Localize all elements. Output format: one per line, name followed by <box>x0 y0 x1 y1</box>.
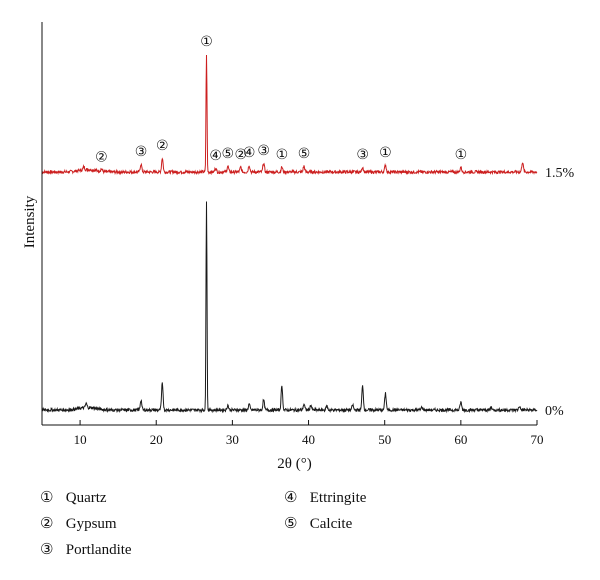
peak-label: ⑤ <box>298 146 311 162</box>
peak-label: ② <box>95 150 108 166</box>
x-tick-label: 10 <box>74 432 87 447</box>
legend-symbol: ⑤ <box>284 514 298 532</box>
legend-item-gypsum: ② Gypsum <box>40 514 117 533</box>
peak-label: ① <box>379 145 392 161</box>
peak-label: ① <box>276 147 289 163</box>
legend: ① Quartz ② Gypsum ③ Portlandite ④ Ettrin… <box>40 488 600 578</box>
legend-symbol: ① <box>40 488 54 506</box>
legend-symbol: ③ <box>40 540 54 558</box>
x-tick-label: 50 <box>378 432 391 447</box>
series-name-label: 1.5% <box>545 166 575 181</box>
legend-item-quartz: ① Quartz <box>40 488 107 507</box>
legend-label: Ettringite <box>309 490 367 506</box>
x-axis-label: 2θ (°) <box>277 456 311 472</box>
x-tick-label: 70 <box>531 432 544 447</box>
peak-label: ① <box>200 34 213 50</box>
peak-label: ③ <box>257 143 270 159</box>
legend-item-ettringite: ④ Ettringite <box>284 488 366 507</box>
peak-label: ③ <box>135 144 148 160</box>
plot-area: 1.5%② ③ ②①④ ⑤ ②④ ③ ① ⑤ ③ ① ①0% <box>41 34 575 419</box>
series-line-red <box>41 54 538 176</box>
peak-label: ④ <box>209 148 222 164</box>
legend-item-calcite: ⑤ Calcite <box>284 514 352 533</box>
x-tick-label: 20 <box>150 432 163 447</box>
legend-label: Quartz <box>65 490 107 506</box>
x-tick-label: 60 <box>454 432 467 447</box>
peak-label: ② <box>234 147 247 163</box>
xrd-chart: 1.5%② ③ ②①④ ⑤ ②④ ③ ① ⑤ ③ ① ①0% 10 20 30 40 50 60 70 Inte… <box>22 22 575 472</box>
legend-item-portlandite: ③ Portlandite <box>40 540 132 559</box>
y-axis-label: Intensity <box>22 195 38 248</box>
peak-label: ① <box>455 147 468 163</box>
x-tick-label: 30 <box>226 432 239 447</box>
x-ticks: 10 20 30 40 50 60 70 <box>74 420 544 447</box>
peak-label: ③ <box>356 147 369 163</box>
peak-label: ② <box>156 138 169 154</box>
peak-label: ④ <box>243 145 256 161</box>
legend-symbol: ④ <box>284 488 298 506</box>
series-line-black <box>41 201 538 414</box>
legend-symbol: ② <box>40 514 54 532</box>
x-tick-label: 40 <box>302 432 315 447</box>
legend-label: Portlandite <box>65 542 132 558</box>
legend-label: Calcite <box>309 516 353 532</box>
peak-label: ⑤ <box>222 146 235 162</box>
legend-label: Gypsum <box>65 516 117 532</box>
series-name-label: 0% <box>545 404 564 419</box>
